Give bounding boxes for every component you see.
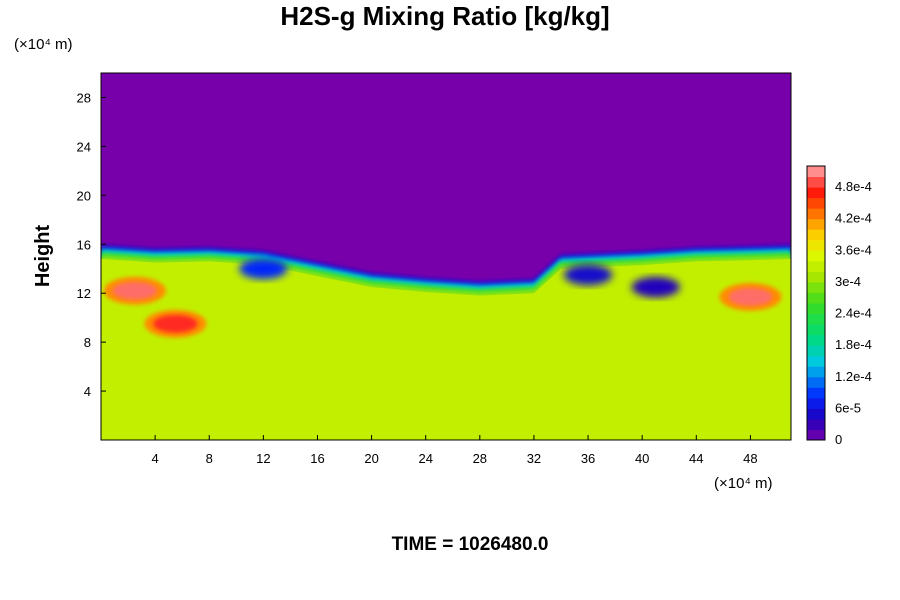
- y-axis-label: Height: [32, 225, 54, 288]
- colorbar-tick-label: 0: [835, 432, 842, 447]
- colorbar-swatch: [807, 418, 825, 430]
- x-tick-label: 12: [256, 451, 270, 466]
- colorbar-swatch: [807, 429, 825, 441]
- x-tick-label: 32: [527, 451, 541, 466]
- x-unit-label: (×10⁴ m): [714, 475, 773, 492]
- x-tick-label: 40: [635, 451, 649, 466]
- y-tick-label: 24: [77, 139, 91, 154]
- colorbar-swatch: [807, 313, 825, 325]
- x-tick-label: 20: [364, 451, 378, 466]
- y-tick-label: 20: [77, 188, 91, 203]
- colorbar-swatch: [807, 229, 825, 241]
- colorbar-swatch: [807, 408, 825, 420]
- colorbar-swatch: [807, 355, 825, 367]
- colorbar-swatch: [807, 324, 825, 336]
- x-tick-label: 48: [743, 451, 757, 466]
- high-patch-1: [153, 314, 198, 333]
- x-tick-label: 28: [473, 451, 487, 466]
- low-patch-2: [631, 276, 680, 298]
- plot-area: [101, 73, 791, 440]
- colorbar-swatch: [807, 260, 825, 272]
- colorbar: 0 6e-5 1.2e-4 1.8e-4 2.4e-4 3e-4 3.6e-4 4.2e-4 4…: [806, 165, 872, 447]
- low-patch-0: [239, 258, 288, 280]
- x-tick-label: 36: [581, 451, 595, 466]
- colorbar-tick-label: 4.8e-4: [835, 179, 872, 194]
- lower-layer-region: [101, 258, 791, 440]
- colorbar-swatch: [807, 239, 825, 251]
- x-tick-label: 4: [152, 451, 159, 466]
- chart-title: H2S-g Mixing Ratio [kg/kg]: [280, 1, 609, 31]
- colorbar-swatch: [807, 303, 825, 315]
- colorbar-swatch: [807, 376, 825, 388]
- colorbar-swatch: [807, 366, 825, 378]
- y-tick-label: 28: [77, 90, 91, 105]
- patches: [103, 258, 782, 338]
- high-patch-0: [112, 281, 157, 300]
- colorbar-swatch: [807, 197, 825, 209]
- colorbar-swatch: [807, 187, 825, 199]
- colorbar-swatch: [807, 292, 825, 304]
- y-ticks: 4 8 12 16 20 24 28: [77, 90, 106, 399]
- colorbar-swatch: [807, 271, 825, 283]
- colorbar-swatch: [807, 218, 825, 230]
- colorbar-tick-label: 1.8e-4: [835, 337, 872, 352]
- colorbar-frame: [806, 165, 826, 441]
- colorbar-swatch: [807, 397, 825, 409]
- high-patch-2: [728, 288, 773, 306]
- colorbar-tick-label: 2.4e-4: [835, 306, 872, 321]
- y-unit-label: (×10⁴ m): [14, 36, 73, 53]
- colorbar-swatch: [807, 281, 825, 293]
- low-patch-1: [563, 264, 613, 286]
- colorbar-swatch: [807, 387, 825, 399]
- colorbar-swatch: [807, 345, 825, 357]
- colorbar-tick-label: 6e-5: [835, 400, 861, 415]
- y-tick-label: 12: [77, 286, 91, 301]
- colorbar-swatch: [807, 176, 825, 188]
- y-tick-label: 4: [84, 384, 91, 399]
- x-tick-label: 16: [310, 451, 324, 466]
- time-label: TIME = 1026480.0: [392, 534, 549, 555]
- colorbar-tick-label: 4.2e-4: [835, 211, 872, 226]
- colorbar-tick-label: 1.2e-4: [835, 369, 872, 384]
- colorbar-tick-label: 3.6e-4: [835, 242, 872, 257]
- x-ticks: 4 8 12 16 20 24 28 32 36 40 44 48: [152, 435, 758, 466]
- colorbar-swatch: [807, 208, 825, 220]
- colorbar-swatch: [807, 334, 825, 346]
- x-tick-label: 24: [418, 451, 432, 466]
- colorbar-swatch: [807, 250, 825, 262]
- y-tick-label: 8: [84, 335, 91, 350]
- y-tick-label: 16: [77, 237, 91, 252]
- plot-frame: [100, 72, 792, 441]
- x-tick-label: 8: [206, 451, 213, 466]
- x-tick-label: 44: [689, 451, 703, 466]
- colorbar-swatch: [807, 166, 825, 178]
- colorbar-tick-label: 3e-4: [835, 274, 861, 289]
